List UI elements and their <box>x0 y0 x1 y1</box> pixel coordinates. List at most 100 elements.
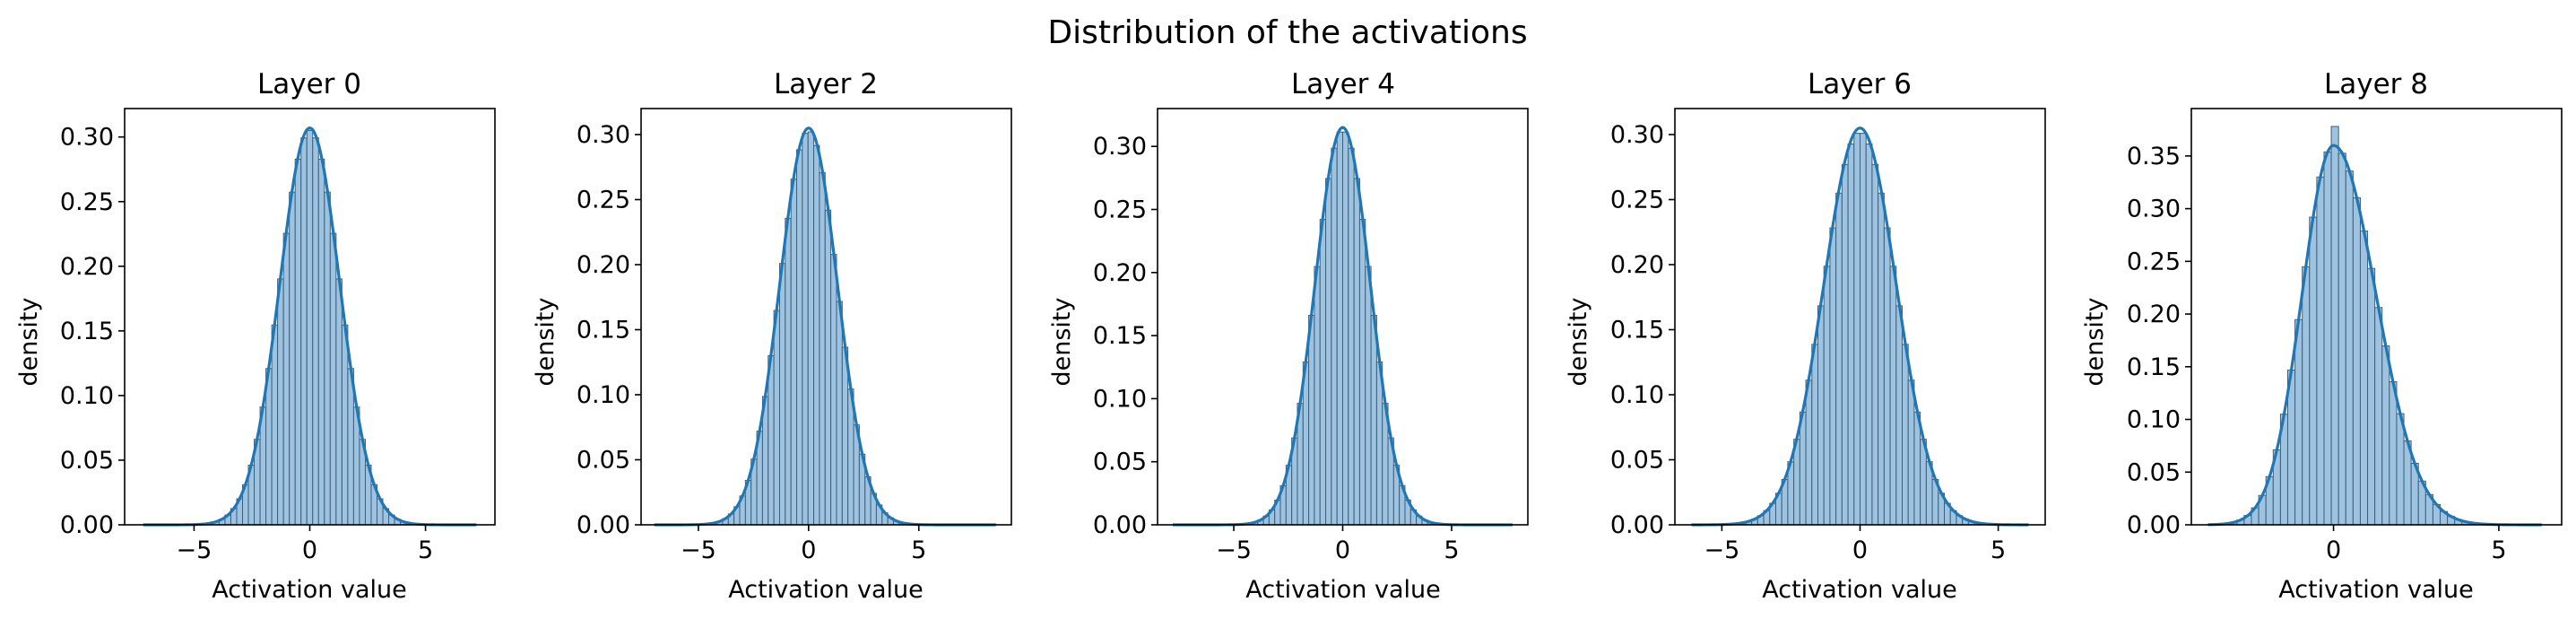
y-tick-label: 0.20 <box>1610 251 1664 279</box>
x-tick-label: −5 <box>1216 536 1252 564</box>
layer-0-panel: Layer 0 Activation value density <box>15 68 407 604</box>
histogram-bar <box>265 368 273 526</box>
x-axis-label: Activation value <box>728 576 924 604</box>
x-tick-label: −5 <box>177 536 212 564</box>
histogram-bar <box>2302 266 2311 526</box>
histogram-bar <box>2389 381 2398 526</box>
y-tick-label: 0.00 <box>577 511 630 539</box>
y-tick-label: 0.35 <box>2127 143 2181 170</box>
histogram-bar <box>778 263 786 526</box>
x-tick-label: 5 <box>911 536 926 564</box>
histogram-bar <box>1336 131 1343 526</box>
histogram-bar <box>1370 315 1377 526</box>
y-axis-label: density <box>1048 297 1076 386</box>
histogram-bar <box>282 232 291 526</box>
histogram-bar <box>1308 315 1315 526</box>
x-tick-label: 5 <box>418 536 433 564</box>
y-tick-label: 0.15 <box>577 317 630 344</box>
histogram-bar <box>1878 192 1885 526</box>
histogram-bar <box>1853 133 1860 526</box>
histogram-bar <box>2345 170 2354 526</box>
histogram-bar <box>1865 144 1873 526</box>
x-tick-label: −5 <box>1704 536 1739 564</box>
y-tick-label: 0.05 <box>577 447 630 475</box>
y-axis-label: density <box>15 297 43 386</box>
histogram-bar <box>277 278 284 526</box>
histogram-bar <box>813 144 820 526</box>
histogram-bar <box>2337 153 2346 526</box>
layer-6-plot: 0.00 0.05 0.10 0.15 0.20 0.25 0.30 −5 0 5 <box>1610 108 2046 564</box>
histogram-bar <box>2330 126 2339 526</box>
histogram-bar <box>341 324 349 526</box>
y-tick-label: 0.20 <box>60 253 114 281</box>
layer-0-plot: 0.00 0.05 0.10 0.15 0.20 0.25 0.30 −5 0 5 <box>60 108 496 564</box>
histogram-bar <box>1829 227 1837 526</box>
axes-frame <box>2190 108 2563 526</box>
histogram-bar <box>1860 133 1867 526</box>
y-tick-label: 0.15 <box>1610 317 1664 344</box>
histogram-bar <box>2367 267 2376 526</box>
y-tick-label: 0.05 <box>60 447 114 475</box>
histogram-bar <box>1331 147 1338 526</box>
y-tick-label: 0.00 <box>2127 511 2181 539</box>
layer-2-plot: 0.00 0.05 0.10 0.15 0.20 0.25 0.30 −5 0 5 <box>577 108 1012 564</box>
histogram-bar <box>335 278 343 526</box>
histogram-bar <box>2359 230 2369 526</box>
y-tick-label: 0.30 <box>1610 121 1664 149</box>
histogram-bar <box>300 137 308 526</box>
y-tick-label: 0.30 <box>1093 133 1147 161</box>
y-tick-label: 0.20 <box>1093 259 1147 287</box>
histogram-bar <box>1835 192 1843 526</box>
y-tick-label: 0.25 <box>2127 248 2181 275</box>
layer-4-plot: 0.00 0.05 0.10 0.15 0.20 0.25 0.30 −5 0 5 <box>1093 108 1529 564</box>
histogram-bar <box>347 368 354 526</box>
x-axis-label: Activation value <box>1245 576 1441 604</box>
histogram-bar <box>819 171 826 526</box>
histogram-bar <box>830 254 837 526</box>
histogram-bar <box>2374 307 2383 526</box>
histogram-bar <box>1823 266 1831 526</box>
y-tick-label: 0.05 <box>1093 449 1147 476</box>
panel-title: Layer 8 <box>2324 68 2428 100</box>
histogram-bar <box>1314 266 1321 526</box>
layer-4-panel: Layer 4 Activation value density <box>1048 68 1441 604</box>
histogram-bar <box>773 310 780 526</box>
histogram-bar <box>1805 379 1813 526</box>
histogram-bar <box>1907 379 1915 526</box>
histogram-bar <box>768 354 775 526</box>
y-tick-label: 0.05 <box>1610 447 1664 475</box>
histogram-bar <box>1883 227 1891 526</box>
x-tick-label: 5 <box>2491 536 2506 564</box>
y-tick-label: 0.00 <box>1093 511 1147 539</box>
histogram-bar <box>841 346 849 526</box>
x-tick-label: 0 <box>801 536 816 564</box>
histogram-bar <box>1319 219 1327 526</box>
histogram-bar <box>324 191 331 526</box>
histogram-bar <box>1325 178 1332 526</box>
y-tick-label: 0.15 <box>1093 322 1147 350</box>
histogram-bar <box>2352 196 2361 526</box>
x-tick-label: 0 <box>1335 536 1350 564</box>
histogram-bar <box>2381 345 2390 526</box>
y-tick-label: 0.10 <box>577 381 630 409</box>
y-tick-label: 0.20 <box>577 251 630 279</box>
y-tick-label: 0.10 <box>60 382 114 410</box>
layer-2-panel: Layer 2 Activation value density <box>532 68 924 604</box>
axes-frame <box>640 108 1012 526</box>
histogram-bar <box>1913 411 1921 526</box>
histogram-bar <box>289 191 296 526</box>
y-axis-label: density <box>1565 297 1592 386</box>
x-tick-label: −5 <box>681 536 716 564</box>
histogram-bar <box>1847 144 1855 526</box>
layer-8-panel: Layer 8 Activation value density <box>2081 68 2474 604</box>
histogram-bar <box>312 137 319 526</box>
y-tick-label: 0.30 <box>2127 196 2181 223</box>
y-axis-label: density <box>2081 297 2109 386</box>
histogram-bar <box>1799 411 1807 526</box>
x-axis-label: Activation value <box>1762 576 1957 604</box>
histogram-bar <box>329 232 337 526</box>
y-axis-label: density <box>532 297 559 386</box>
y-tick-label: 0.15 <box>2127 353 2181 381</box>
panel-title: Layer 2 <box>774 68 878 100</box>
